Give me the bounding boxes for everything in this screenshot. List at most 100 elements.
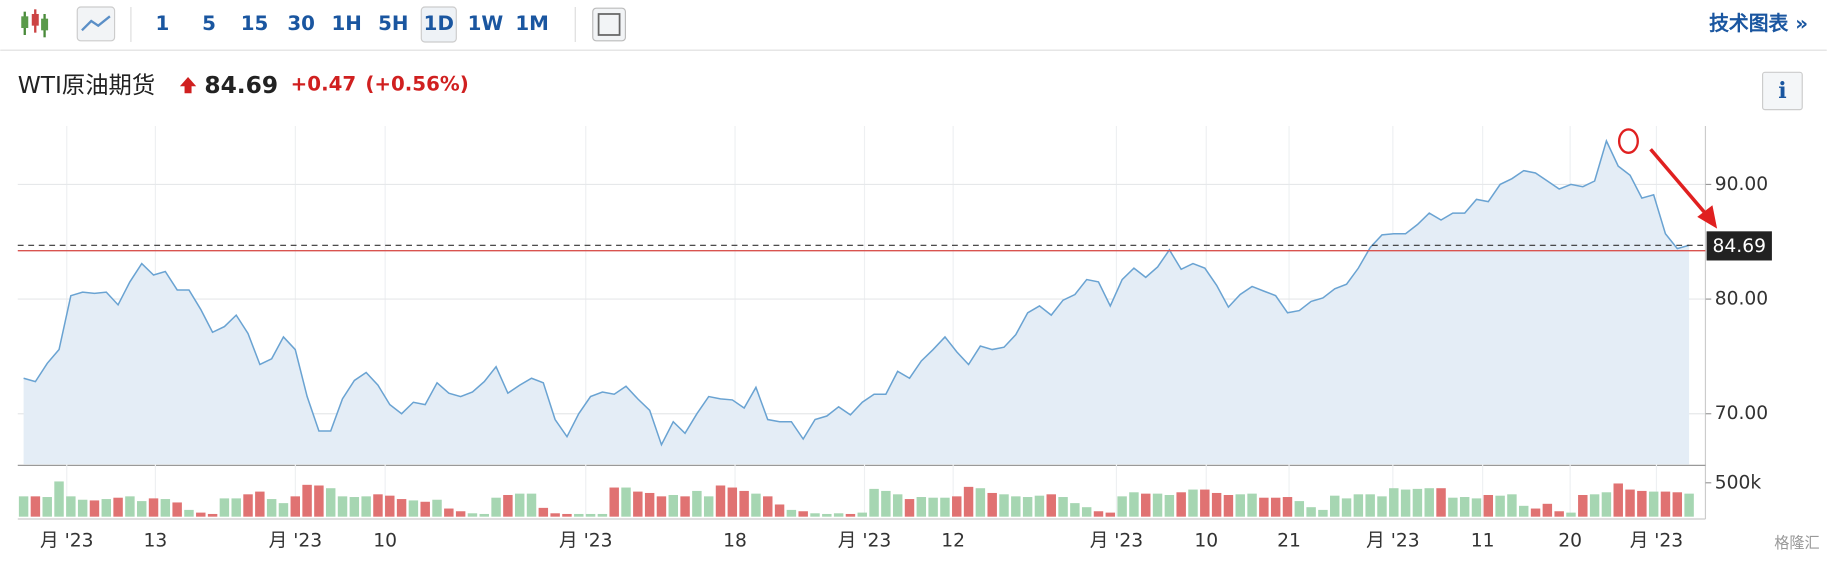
volume-bar — [361, 496, 371, 517]
volume-bar — [928, 497, 938, 517]
volume-bar — [1448, 497, 1458, 517]
info-button[interactable] — [1761, 71, 1803, 111]
interval-button[interactable]: 5 — [202, 12, 216, 35]
volume-bar — [1200, 489, 1210, 517]
volume-bar — [325, 488, 336, 517]
volume-bar — [1270, 497, 1281, 517]
x-tick-label: 10 — [1194, 531, 1218, 552]
x-tick-label: 月 '23 — [269, 531, 322, 552]
volume-bar — [1400, 489, 1411, 517]
interval-button[interactable]: 30 — [287, 12, 315, 35]
plot: 月 '23 13 月 '23 10 月 '23 18 月 '23 12 月 '23 10 21 月 '… — [17, 125, 1772, 552]
interval-button[interactable]: 1W — [468, 12, 504, 35]
volume-bar — [1022, 497, 1033, 517]
volume-bar — [136, 501, 147, 517]
volume-bar — [1188, 489, 1198, 517]
volume-bar — [1389, 488, 1399, 517]
volume-bar — [1471, 498, 1482, 517]
volume-bar — [1424, 488, 1434, 517]
table-icon[interactable] — [592, 7, 627, 42]
volume-bar — [1519, 505, 1529, 517]
arrow-head — [1697, 205, 1718, 229]
volume-bar — [1306, 507, 1316, 517]
volume-bar — [373, 494, 383, 517]
candlestick-icon[interactable] — [21, 9, 49, 38]
volume-bar — [1601, 492, 1612, 517]
volume-bar — [1459, 497, 1470, 517]
volume-bar — [621, 487, 631, 517]
interval-button[interactable]: 5H — [378, 12, 408, 35]
volume-bar — [337, 496, 348, 517]
volume-bar — [1141, 493, 1151, 517]
x-tick-label: 18 — [723, 531, 747, 552]
volume-bar — [1011, 496, 1021, 517]
volume-bar — [822, 513, 832, 517]
volume-bar — [857, 512, 867, 517]
interval-button[interactable]: 1 — [155, 12, 169, 35]
volume-bar — [774, 504, 785, 517]
technical-chart-link[interactable]: 技术图表 » — [1709, 12, 1808, 35]
volume-bar — [1282, 497, 1293, 517]
volume-bar — [975, 488, 986, 517]
volume-bar — [1093, 511, 1104, 517]
volume-bar — [302, 484, 312, 517]
x-tick-label: 20 — [1558, 531, 1582, 552]
interval-button[interactable]: 1M — [515, 12, 549, 35]
volume-bar — [763, 496, 773, 517]
volume-bar — [89, 500, 100, 517]
x-tick-label: 13 — [144, 531, 168, 552]
volume-bar — [1105, 512, 1116, 517]
x-tick-label: 月 '23 — [1630, 531, 1683, 552]
volume-bar — [455, 511, 466, 517]
volume-bar — [892, 494, 903, 517]
last-price-label: 84.69 — [1713, 236, 1766, 257]
instrument-name: WTI原油期货 — [18, 72, 155, 99]
volume-bar — [514, 493, 525, 517]
volume-bar — [644, 492, 655, 517]
volume-bar — [1211, 492, 1222, 517]
volume-bar — [715, 485, 726, 517]
volume-bar — [1684, 493, 1694, 517]
volume-bar — [1152, 493, 1163, 517]
volume-bar — [692, 490, 702, 517]
volume-bar — [1542, 503, 1553, 517]
volume-bar — [503, 494, 513, 517]
volume-bar — [1070, 503, 1080, 517]
volume-bar — [219, 498, 230, 517]
price-area — [23, 140, 1690, 465]
volume-bar — [1377, 496, 1387, 517]
volume-bar — [1341, 498, 1352, 517]
volume-bar — [101, 499, 112, 517]
volume-bar — [160, 499, 171, 517]
volume-bar — [479, 513, 489, 517]
volume-bar — [562, 513, 572, 517]
up-arrow — [179, 76, 197, 94]
volume-bar — [798, 511, 808, 517]
volume-bar — [1247, 493, 1257, 517]
volume-bar — [1129, 492, 1139, 517]
volume-bar — [1660, 491, 1671, 517]
volume-bar — [916, 497, 927, 517]
x-tick-label: 月 '23 — [838, 531, 891, 552]
volume-bar — [77, 499, 88, 517]
x-tick-label: 21 — [1277, 531, 1301, 552]
volume-bar — [432, 499, 442, 517]
volume-bar — [1530, 508, 1541, 517]
interval-button[interactable]: 1H — [331, 12, 361, 35]
interval-button[interactable]: 15 — [241, 12, 269, 35]
volume-bar — [30, 496, 41, 517]
volume-bar — [1330, 495, 1340, 517]
interval-button[interactable]: 1D — [424, 12, 454, 35]
volume-bar — [869, 488, 879, 517]
interval-buttons: 1 5 15 30 1H 5H 1D 1W 1M — [155, 6, 549, 43]
volume-bar — [1117, 496, 1127, 517]
x-tick-label: 月 '23 — [1090, 531, 1143, 552]
volume-bar — [231, 498, 241, 517]
line-chart-glyph — [81, 15, 111, 32]
volume-bar — [633, 491, 643, 517]
volume-bar — [196, 512, 206, 517]
volume-bar — [1613, 483, 1623, 517]
volume-bar — [184, 509, 194, 517]
volume-bar — [845, 513, 856, 517]
